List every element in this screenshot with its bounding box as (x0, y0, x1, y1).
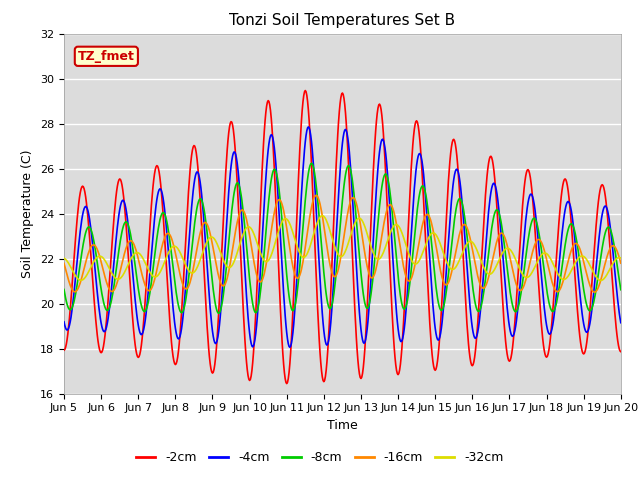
Text: TZ_fmet: TZ_fmet (78, 50, 135, 63)
Legend: -2cm, -4cm, -8cm, -16cm, -32cm: -2cm, -4cm, -8cm, -16cm, -32cm (131, 446, 509, 469)
Y-axis label: Soil Temperature (C): Soil Temperature (C) (22, 149, 35, 278)
Title: Tonzi Soil Temperatures Set B: Tonzi Soil Temperatures Set B (229, 13, 456, 28)
X-axis label: Time: Time (327, 419, 358, 432)
